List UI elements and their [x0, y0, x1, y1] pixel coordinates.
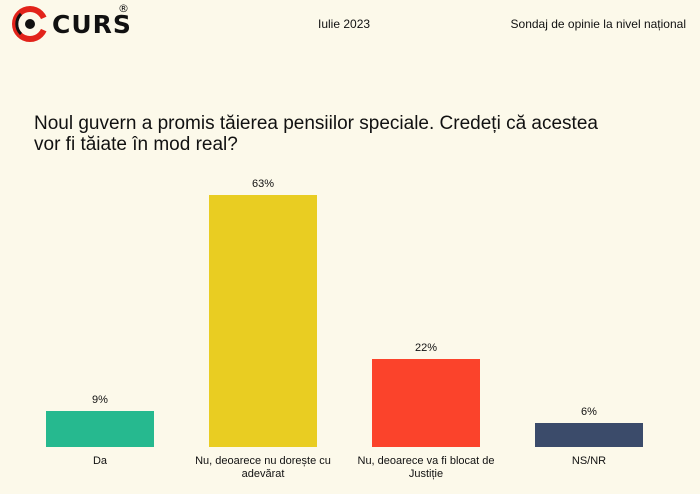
category-label: adevărat [242, 468, 285, 480]
chart-title-line-2: vor fi tăiate în mod real? [34, 134, 238, 155]
category-label: NS/NR [572, 455, 606, 467]
bar-value-label: 6% [581, 406, 597, 418]
bar-value-label: 22% [415, 342, 437, 354]
brand-name: CURS [52, 9, 132, 39]
bar-1 [46, 411, 154, 447]
category-label: Justiție [409, 468, 443, 480]
curs-logo: CURS [12, 6, 132, 42]
chart-title: Noul guvern a promis tăierea pensiilor s… [34, 113, 634, 155]
category-label: Nu, deoarece va fi blocat de [358, 455, 495, 467]
bar-4 [535, 423, 643, 447]
chart-title-line-1: Noul guvern a promis tăierea pensiilor s… [34, 113, 598, 134]
curs-logo-icon [12, 6, 48, 42]
category-label: Da [93, 455, 108, 467]
survey-type: Sondaj de opinie la nivel național [510, 17, 686, 31]
report-header: CURS ® Iulie 2023 Sondaj de opinie la ni… [0, 0, 700, 50]
bar-3 [372, 359, 480, 447]
bar-value-label: 9% [92, 394, 108, 406]
category-label: Nu, deoarece nu dorește cu [195, 455, 331, 467]
bar-value-label: 63% [252, 178, 274, 190]
survey-date: Iulie 2023 [318, 17, 371, 31]
bar-2 [209, 195, 317, 447]
registered-mark: ® [118, 2, 129, 15]
